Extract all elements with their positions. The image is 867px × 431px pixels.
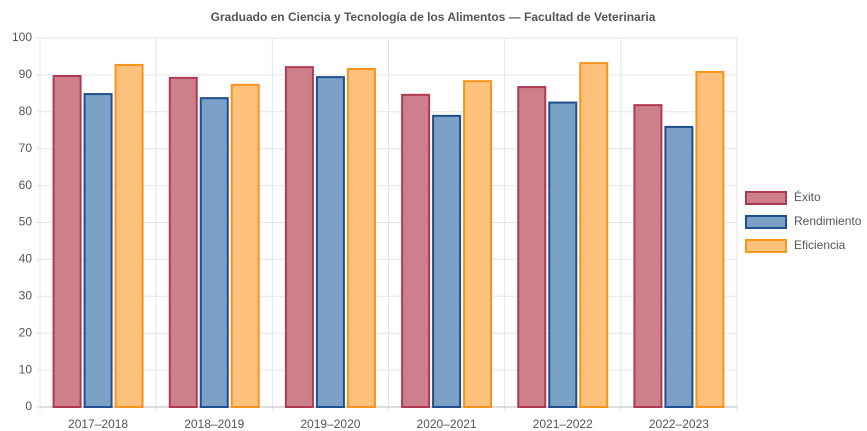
- x-tick-label: 2019–2020: [300, 417, 360, 431]
- bar: [579, 62, 609, 408]
- y-tick-label: 0: [25, 399, 32, 413]
- legend-swatch: [745, 239, 787, 253]
- bar: [633, 104, 663, 409]
- bar: [346, 67, 376, 408]
- bar: [52, 75, 82, 409]
- legend-swatch: [745, 191, 787, 205]
- y-tick-label: 90: [19, 67, 33, 81]
- legend-label: Éxito: [794, 189, 821, 204]
- y-tick-label: 30: [19, 288, 33, 302]
- y-tick-label: 60: [19, 178, 33, 192]
- bar: [664, 125, 694, 409]
- bar: [284, 66, 314, 408]
- bar: [432, 114, 462, 408]
- x-tick-label: 2022–2023: [649, 417, 709, 431]
- bar: [463, 80, 493, 408]
- bar: [83, 93, 113, 408]
- y-tick-label: 100: [12, 30, 32, 44]
- x-tick-label: 2021–2022: [533, 417, 593, 431]
- bar: [168, 76, 198, 409]
- y-tick-label: 70: [19, 141, 33, 155]
- y-tick-label: 80: [19, 104, 33, 118]
- legend-label: Eficiencia: [794, 238, 846, 252]
- bar: [695, 70, 725, 408]
- y-tick-label: 40: [19, 252, 33, 266]
- y-tick-label: 10: [19, 362, 33, 376]
- legend-swatch: [745, 215, 787, 229]
- chart-title: Graduado en Ciencia y Tecnología de los …: [211, 10, 656, 24]
- x-tick-label: 2018–2019: [184, 417, 244, 431]
- y-tick-label: 50: [19, 215, 33, 229]
- legend-label: Rendimiento: [794, 214, 862, 228]
- bar: [401, 93, 431, 409]
- bar: [517, 86, 547, 409]
- x-tick-label: 2017–2018: [68, 417, 128, 431]
- bar: [548, 101, 578, 408]
- y-tick-label: 20: [19, 325, 33, 339]
- bar: [315, 76, 345, 408]
- bar: [230, 83, 260, 408]
- x-tick-label: 2020–2021: [417, 417, 477, 431]
- bar: [114, 63, 144, 408]
- bar: [199, 97, 229, 408]
